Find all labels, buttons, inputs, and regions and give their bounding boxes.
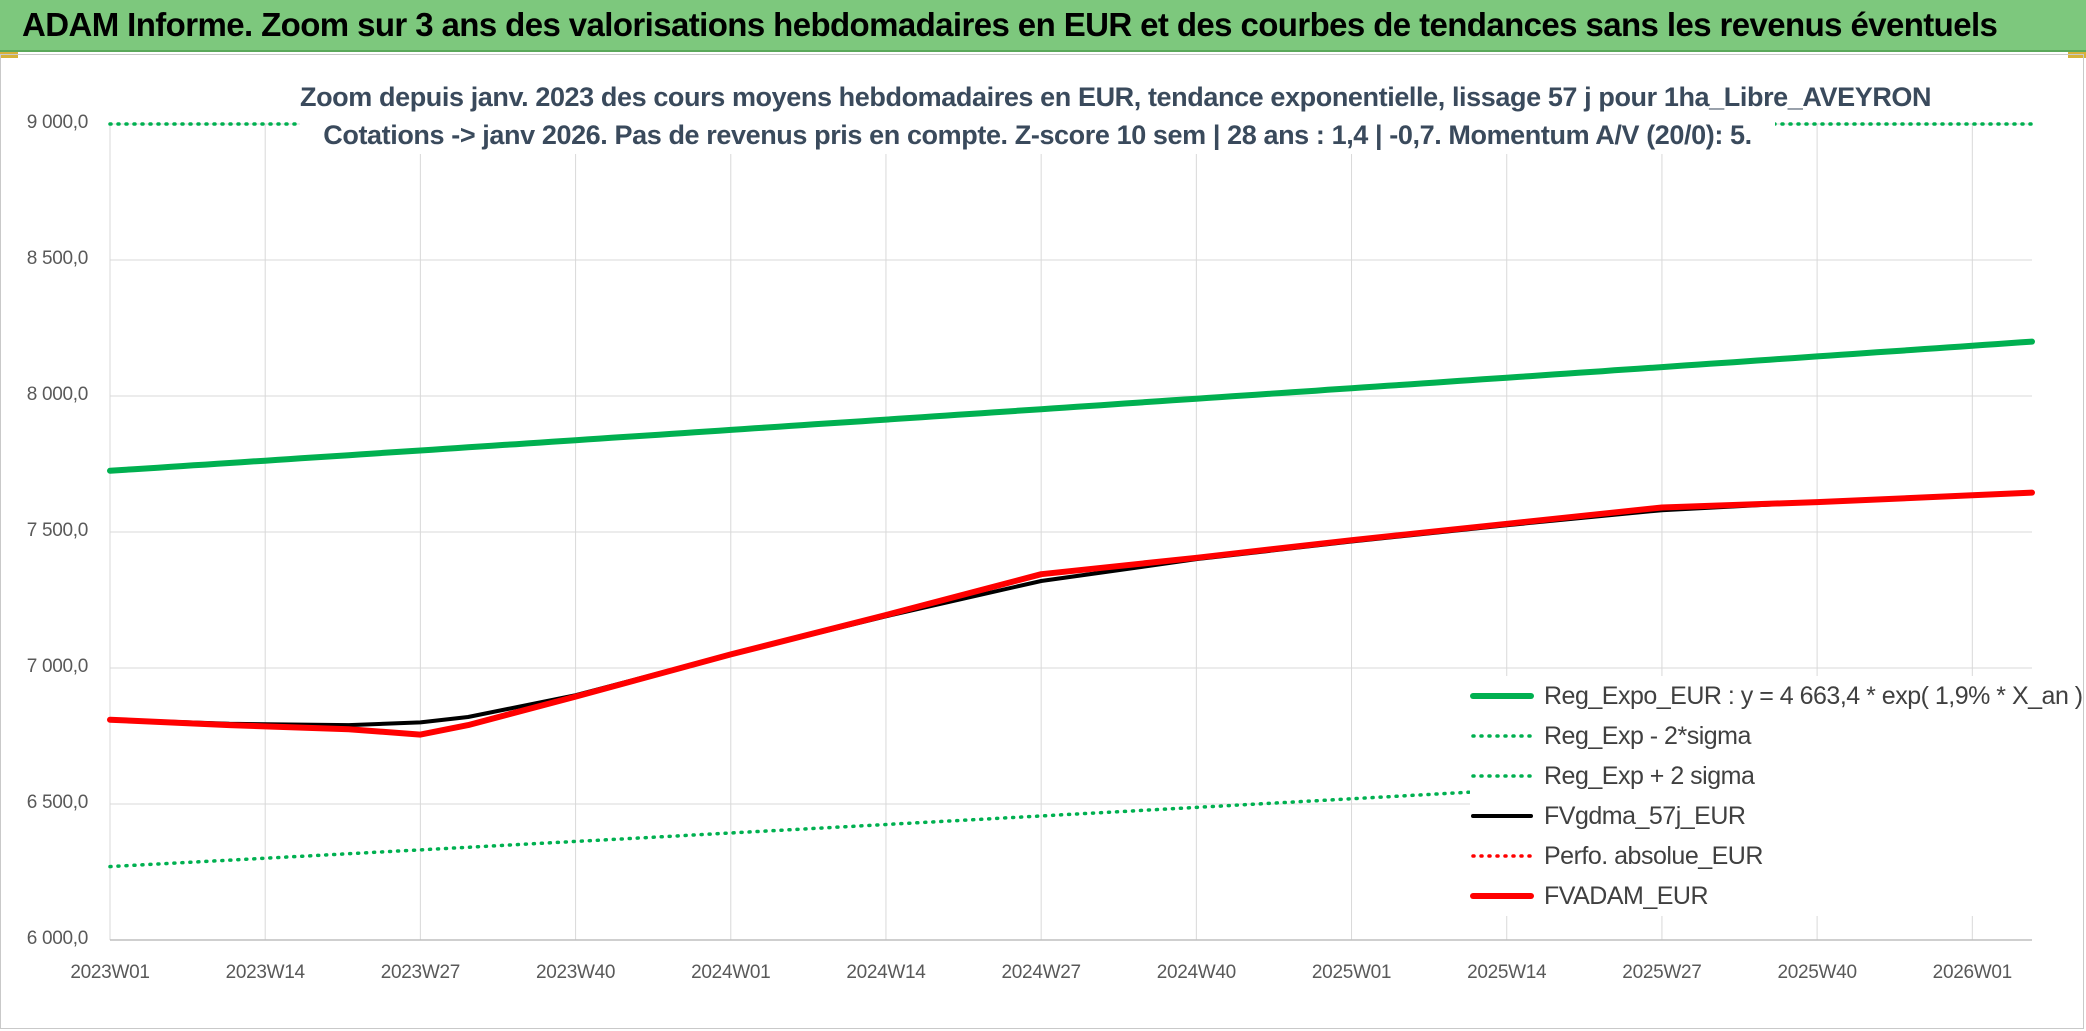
x-tick-label: 2025W01 — [1311, 962, 1392, 983]
chart-title-line-2: Cotations -> janv 2026. Pas de revenus p… — [323, 120, 1752, 150]
chart-title: Zoom depuis janv. 2023 des cours moyens … — [300, 78, 1932, 154]
y-tick-label: 9 000,0 — [26, 112, 89, 133]
chart-title-line-1: Zoom depuis janv. 2023 des cours moyens … — [300, 82, 1932, 112]
y-tick-label: 6 000,0 — [26, 928, 89, 949]
y-tick-label: 8 500,0 — [26, 248, 89, 269]
legend-label: FVgdma_57j_EUR — [1544, 801, 1746, 830]
legend-label: Reg_Exp + 2 sigma — [1544, 761, 1755, 790]
report-header: ADAM Informe. Zoom sur 3 ans des valoris… — [0, 0, 2086, 52]
corner-mark-right — [2068, 52, 2086, 58]
x-tick-label: 2024W14 — [846, 962, 926, 983]
x-tick-label: 2024W01 — [691, 962, 771, 983]
y-tick-label: 7 000,0 — [26, 656, 89, 677]
x-tick-label: 2025W27 — [1622, 962, 1702, 983]
x-tick-label: 2023W40 — [535, 962, 616, 983]
legend-item: Reg_Exp - 2*sigma — [1470, 716, 2050, 756]
legend-swatch — [1470, 693, 1534, 699]
legend-swatch — [1471, 854, 1533, 858]
report-title: ADAM Informe. Zoom sur 3 ans des valoris… — [22, 6, 1998, 43]
legend-item: FVADAM_EUR — [1470, 876, 2050, 916]
chart-frame — [0, 54, 2084, 1029]
y-tick-label: 7 500,0 — [26, 520, 89, 541]
y-tick-label: 8 000,0 — [26, 384, 89, 405]
series-line-5 — [107, 489, 2035, 738]
series-line-0 — [107, 338, 2035, 474]
x-tick-label: 2023W01 — [70, 962, 150, 983]
x-tick-label: 2024W40 — [1156, 962, 1237, 983]
legend-item: Reg_Exp + 2 sigma — [1470, 756, 2050, 796]
legend-label: Reg_Expo_EUR : y = 4 663,4 * exp( 1,9% *… — [1544, 681, 2083, 710]
legend-label: FVADAM_EUR — [1544, 881, 1709, 910]
legend-item: FVgdma_57j_EUR — [1470, 796, 2050, 836]
x-tick-label: 2024W27 — [1001, 962, 1082, 983]
legend-item: Perfo. absolue_EUR — [1470, 836, 2050, 876]
series-line-1 — [108, 758, 2034, 869]
legend-swatch — [1471, 814, 1533, 818]
x-tick-label: 2026W01 — [1932, 962, 2013, 983]
x-tick-label: 2025W40 — [1777, 962, 1857, 983]
x-tick-label: 2023W14 — [225, 962, 306, 983]
legend-item: Reg_Expo_EUR : y = 4 663,4 * exp( 1,9% *… — [1470, 676, 2083, 716]
y-tick-label: 6 500,0 — [26, 792, 89, 813]
legend-swatch — [1470, 893, 1534, 899]
legend-label: Perfo. absolue_EUR — [1544, 841, 1763, 870]
chart-legend: Reg_Expo_EUR : y = 4 663,4 * exp( 1,9% *… — [1470, 676, 2083, 916]
x-tick-label: 2025W14 — [1467, 962, 1547, 983]
legend-label: Reg_Exp - 2*sigma — [1544, 721, 1751, 750]
x-tick-label: 2023W27 — [380, 962, 461, 983]
legend-swatch — [1471, 734, 1533, 738]
corner-mark-left — [0, 52, 18, 58]
legend-swatch — [1471, 774, 1533, 778]
